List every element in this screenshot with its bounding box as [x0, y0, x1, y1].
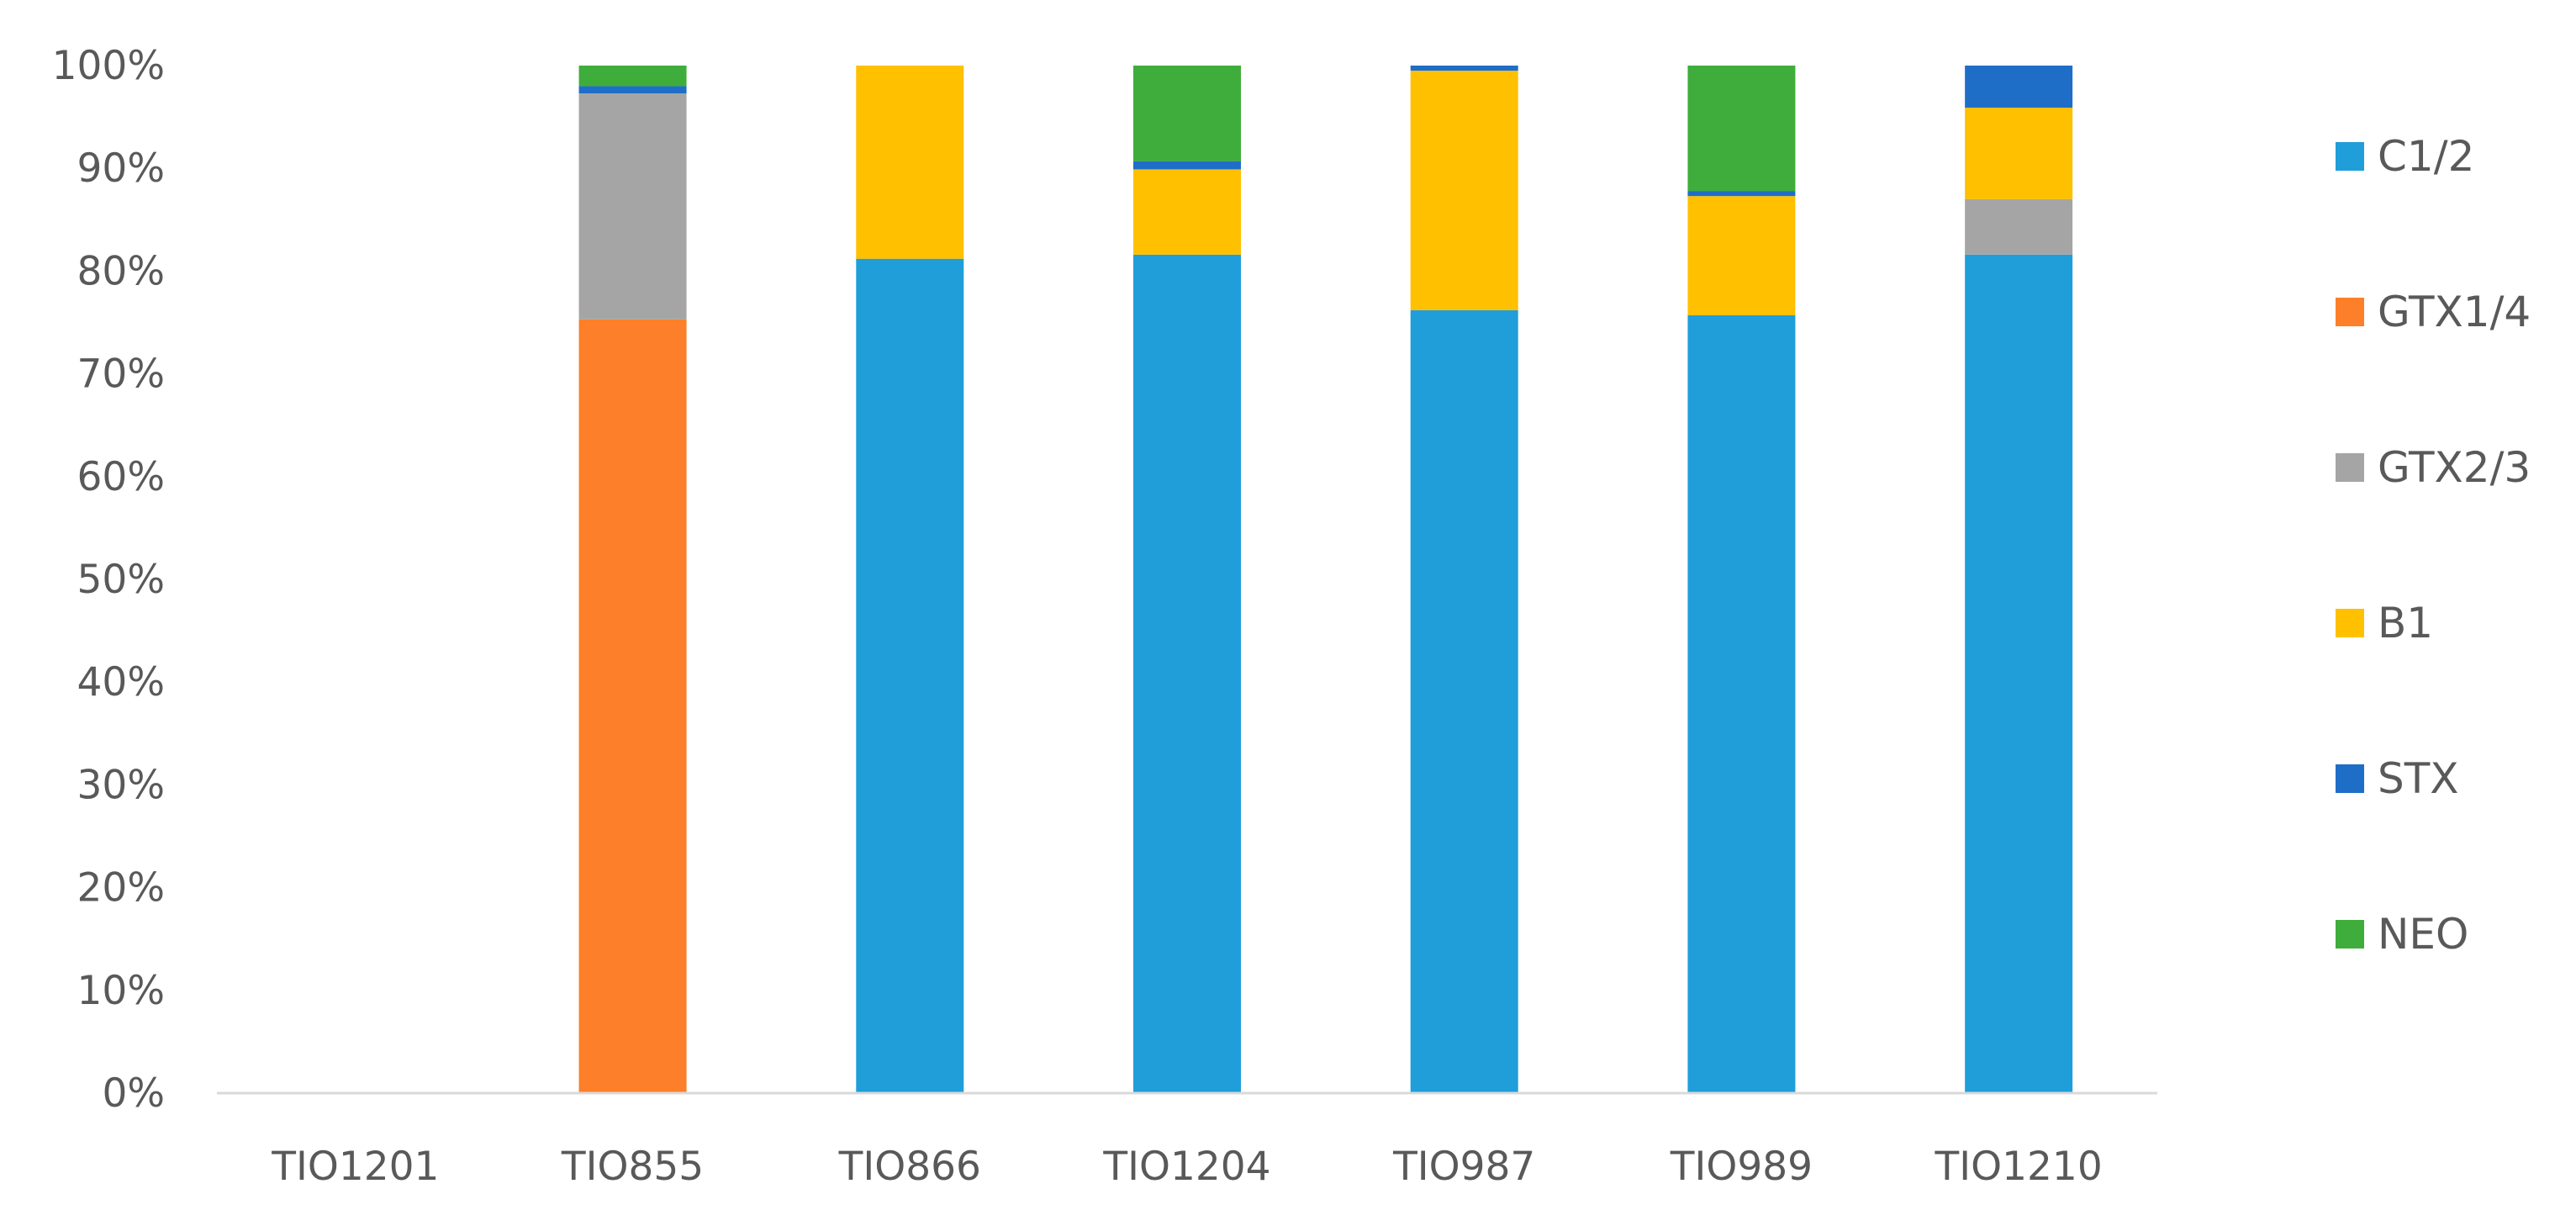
y-tick-label: 60% [77, 454, 165, 500]
y-tick-label: 50% [77, 557, 165, 603]
y-tick-label: 70% [77, 351, 165, 398]
bar-segment-stx [1687, 191, 1796, 197]
legend-label: STX [2378, 754, 2459, 803]
y-tick-label: 90% [77, 145, 165, 192]
bar-segment-b1 [1133, 169, 1241, 255]
bar-segment-neo [1687, 66, 1796, 192]
bar-segment-stx [578, 86, 687, 93]
legend-swatch [2336, 609, 2364, 637]
bar-segment-b1 [856, 66, 964, 259]
legend-swatch [2336, 142, 2364, 171]
bar-segment-b1 [1965, 108, 2073, 199]
bar-segment-c1-2 [856, 258, 964, 1094]
x-tick-label: TIO1210 [1935, 1144, 2103, 1190]
bar-segment-stx [1133, 161, 1241, 170]
y-tick-label: 100% [52, 43, 165, 89]
bar-segment-b1 [1687, 196, 1796, 315]
x-tick-label: TIO987 [1392, 1144, 1535, 1190]
legend-label: GTX2/3 [2378, 443, 2531, 492]
bar-segment-neo [578, 66, 687, 87]
x-tick-label: TIO1201 [271, 1144, 439, 1190]
legend-swatch [2336, 764, 2364, 793]
bar-segment-c1-2 [1133, 254, 1241, 1093]
x-axis-ticks: TIO1201 TIO855 TIO866 TIO1204 TIO987 TIO989 TI… [271, 1144, 2102, 1190]
x-tick-label: TIO855 [561, 1144, 704, 1190]
x-tick-label: TIO1204 [1102, 1144, 1270, 1190]
bar-segment-stx [1965, 66, 2073, 108]
bar-segment-gtx2-3 [1965, 198, 2073, 255]
x-tick-label: TIO866 [838, 1144, 981, 1190]
y-tick-label: 30% [77, 762, 165, 808]
x-tick-label: TIO989 [1670, 1144, 1813, 1190]
legend-swatch [2336, 920, 2364, 949]
y-tick-label: 10% [77, 968, 165, 1014]
bar-segment-gtx2-3 [578, 92, 687, 320]
legend-label: C1/2 [2378, 132, 2474, 181]
bars [578, 66, 2073, 1094]
legend-label: GTX1/4 [2378, 288, 2531, 336]
bar-segment-gtx1-4 [578, 319, 687, 1094]
legend-swatch [2336, 453, 2364, 482]
y-tick-label: 80% [77, 248, 165, 294]
y-tick-label: 40% [77, 659, 165, 705]
legend-label: NEO [2378, 910, 2468, 959]
bar-segment-c1-2 [1410, 309, 1518, 1093]
bar-segment-b1 [1410, 71, 1518, 310]
bar-segment-c1-2 [1965, 254, 2073, 1093]
y-axis-ticks: 0% 10% 20% 30% 40% 50% 60% 70% 80% 90% 100% [52, 43, 165, 1117]
y-tick-label: 0% [102, 1070, 165, 1117]
legend-label: B1 [2378, 599, 2433, 647]
legend-swatch [2336, 298, 2364, 326]
y-tick-label: 20% [77, 865, 165, 912]
bar-segment-c1-2 [1687, 314, 1796, 1093]
legend: C1/2 GTX1/4 GTX2/3 B1 STX NEO [2336, 132, 2531, 959]
bar-segment-stx [1410, 66, 1518, 71]
bar-segment-neo [1133, 66, 1241, 161]
